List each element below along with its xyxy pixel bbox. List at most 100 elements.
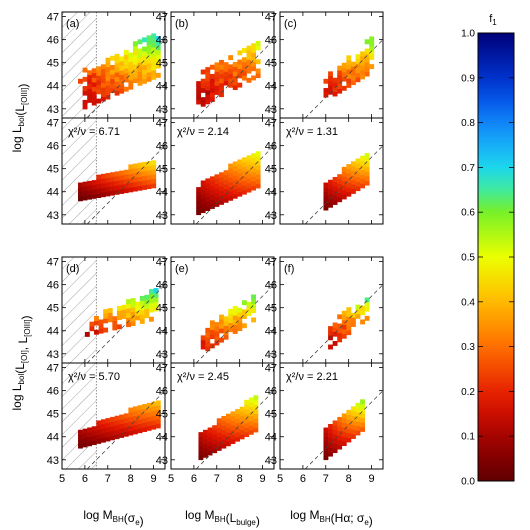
heatmap-cell: [209, 320, 215, 326]
heatmap-cell: [209, 78, 215, 84]
heatmap-cell: [200, 339, 206, 345]
heatmap-cell: [244, 422, 250, 428]
y-tick-label: 45: [47, 164, 59, 176]
heatmap-cell: [332, 176, 338, 182]
heatmap-cell: [223, 62, 229, 68]
heatmap-cell: [241, 175, 247, 181]
y-tick-label: 43: [47, 104, 59, 116]
heatmap-cell: [223, 316, 229, 322]
heatmap-cell: [332, 181, 338, 187]
heatmap-cell: [87, 441, 93, 447]
heatmap-cell: [246, 306, 252, 312]
heatmap-cell: [126, 322, 131, 328]
heatmap-cell: [121, 314, 127, 319]
heatmap-cell: [332, 340, 338, 346]
heatmap-cell: [151, 33, 157, 39]
heatmap-cell: [128, 168, 134, 174]
heatmap-cell: [241, 185, 247, 190]
heatmap-cell: [214, 326, 220, 332]
heatmap-cell: [78, 429, 83, 435]
heatmap-cell: [146, 402, 152, 408]
y-tick-label: 43: [156, 104, 168, 116]
heatmap-cell: [237, 316, 243, 322]
x-axis-label: log MBH(σe): [83, 508, 143, 528]
chi2-label: χ²/ν = 2.14: [177, 126, 229, 138]
heatmap-cell: [251, 153, 256, 159]
heatmap-cell: [128, 75, 134, 81]
heatmap-cell: [110, 181, 115, 187]
heatmap-cell: [128, 182, 134, 188]
heatmap-cell: [225, 427, 231, 433]
heatmap-cell: [341, 324, 347, 330]
heatmap-cell: [328, 71, 333, 77]
heatmap-cell: [237, 59, 243, 65]
heatmap-cell: [137, 176, 143, 182]
heatmap-cell: [219, 64, 224, 70]
heatmap-cell: [100, 68, 106, 74]
heatmap-cell: [232, 170, 238, 176]
heatmap-cell: [114, 72, 120, 78]
heatmap-cell: [209, 343, 215, 349]
heatmap-cell: [82, 90, 88, 96]
heatmap-cell: [137, 181, 143, 187]
heatmap-cell: [105, 57, 111, 63]
heatmap-cell: [119, 179, 125, 185]
heatmap-cell: [89, 321, 95, 327]
y-tick-label: 45: [265, 409, 277, 421]
heatmap-cell: [123, 68, 129, 74]
heatmap-cell: [228, 313, 234, 319]
heatmap-cell: [239, 429, 245, 435]
heatmap-cell: [223, 193, 229, 199]
heatmap-cell: [232, 189, 238, 195]
panel-a: 43 44 45 46 47 (a): [47, 11, 166, 119]
heatmap-cell: [209, 324, 215, 330]
heatmap-cell: [91, 189, 97, 195]
heatmap-cell: [123, 77, 129, 83]
heatmap-cell: [241, 157, 247, 163]
x-tick-label: 5: [59, 473, 65, 485]
y-tick-label: 43: [156, 210, 168, 222]
heatmap-cell: [100, 173, 106, 179]
heatmap-cell: [110, 55, 115, 61]
colorbar-label: f1: [489, 13, 497, 27]
heatmap-cell: [153, 297, 159, 303]
heatmap-cell: [87, 185, 93, 191]
heatmap-cell: [246, 311, 252, 317]
heatmap-cell: [119, 414, 125, 420]
heatmap-cell: [350, 424, 356, 430]
heatmap-cell: [96, 183, 102, 189]
one-to-one-line: [304, 145, 383, 224]
panel-f-model: 5 6 7 8 9 43 44 45 46 47 χ²/ν = 2.21: [265, 362, 384, 485]
heatmap-cell: [151, 38, 157, 43]
heatmap-cell: [155, 63, 161, 69]
heatmap-cell: [123, 54, 129, 60]
heatmap-cell: [332, 438, 338, 444]
heatmap-cell: [346, 69, 352, 75]
heatmap-cell: [105, 76, 111, 82]
heatmap-cell: [87, 88, 93, 94]
heatmap-cell: [100, 437, 106, 443]
heatmap-cell: [82, 195, 88, 201]
heatmap-cell: [110, 435, 115, 441]
heatmap-cell: [255, 183, 261, 189]
heatmap-cell: [123, 174, 129, 180]
y-tick-label: 45: [265, 303, 277, 315]
heatmap-cell: [142, 180, 147, 186]
heatmap-cell: [323, 205, 329, 211]
heatmap-cell: [146, 412, 152, 417]
heatmap-cell: [248, 429, 254, 435]
heatmap-cell: [360, 422, 365, 428]
heatmap-cell: [155, 414, 161, 420]
heatmap-cell: [355, 412, 361, 417]
heatmap-cell: [123, 417, 129, 423]
heatmap-cell: [214, 335, 220, 341]
heatmap-cell: [232, 184, 238, 190]
heatmap-cell: [232, 193, 238, 199]
heatmap-cell: [123, 63, 129, 69]
heatmap-cell: [153, 292, 159, 298]
heatmap-cell: [207, 445, 213, 451]
heatmap-cell: [337, 328, 343, 334]
heatmap-cell: [246, 77, 252, 83]
heatmap-cell: [94, 320, 99, 326]
